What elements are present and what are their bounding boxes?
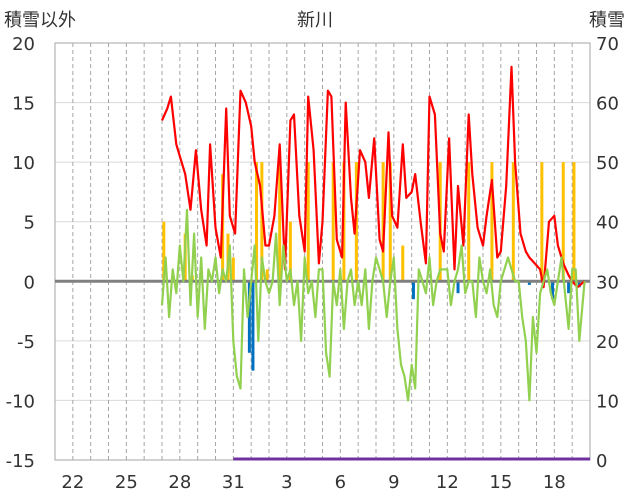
x-tick-label: 6 [335,472,346,493]
temperature-line [160,208,586,402]
left-tick-label: -10 [6,391,35,412]
left-tick-label: 0 [24,272,35,293]
bar [527,281,531,285]
left-tick-label: 5 [24,213,35,234]
bar [251,281,255,371]
bar [572,162,576,282]
left-tick-label: 10 [12,153,35,174]
left-tick-label: -5 [17,332,35,353]
x-tick-label: 28 [168,472,191,493]
right-tick-label: 50 [596,153,619,174]
bar [388,162,392,282]
bar [255,162,259,282]
bar [162,221,166,282]
snow_depth-line [160,65,586,289]
bar [561,162,565,282]
chart-title: 新川 [297,10,333,31]
x-tick-label: 3 [281,472,292,493]
x-tick-label: 18 [543,472,566,493]
bar [247,281,251,353]
right-axis-label: 積雪 [589,10,625,31]
x-tick-label: 15 [489,472,512,493]
right-tick-label: 20 [596,332,619,353]
bar [490,162,494,282]
x-tick-label: 31 [222,472,245,493]
x-tick-label: 9 [388,472,399,493]
left-tick-label: 15 [12,94,35,115]
right-tick-label: 30 [596,272,619,293]
x-tick-label: 22 [61,472,84,493]
right-tick-label: 70 [596,34,619,55]
bar [540,162,544,282]
bar [567,281,571,294]
left-axis-label: 積雪以外 [4,10,76,31]
left-tick-label: 20 [12,34,35,55]
bar [456,281,460,294]
right-tick-label: 10 [596,391,619,412]
bar [577,281,581,288]
bar [411,281,415,300]
bar [511,162,515,282]
bar [401,245,405,282]
bar [331,162,335,282]
bar [231,257,235,282]
left-tick-label: -15 [6,451,35,472]
bar [306,162,310,282]
right-tick-label: 0 [596,451,607,472]
right-tick-label: 60 [596,94,619,115]
x-tick-label: 25 [115,472,138,493]
bar [288,221,292,282]
bar [278,162,282,282]
bar [260,162,264,282]
bar [381,162,385,282]
right-tick-label: 40 [596,213,619,234]
bar [551,281,555,300]
x-tick-label: 12 [436,472,459,493]
bar [467,162,471,282]
bar [265,269,269,282]
